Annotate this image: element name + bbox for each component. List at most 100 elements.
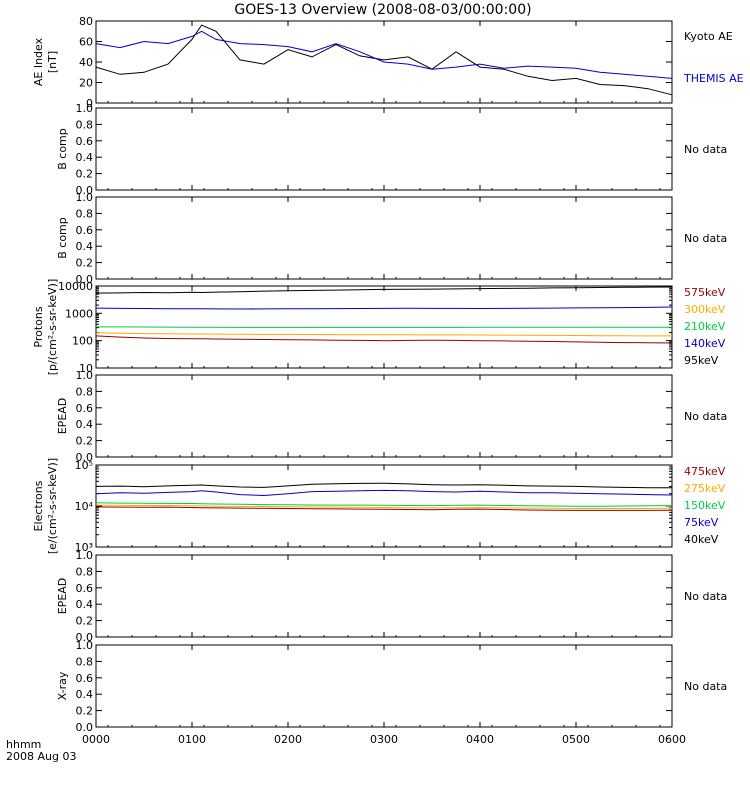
y-tick-label: 0.2	[76, 257, 94, 270]
no-data-label: No data	[684, 590, 727, 603]
panel-frame	[95, 196, 673, 280]
y-tick-label: 0.2	[76, 615, 94, 628]
series-line-150kev	[95, 502, 673, 507]
y-tick-label: 1.0	[76, 369, 94, 382]
y-tick-label: 0.2	[76, 168, 94, 181]
panel-electrons: 10³ 10⁴ 10⁵ Electrons [e/(cm²-s-sr-keV)] 475k…	[32, 458, 726, 554]
legend-label: 150keV	[684, 499, 726, 512]
y-tick-label: 0.4	[76, 598, 94, 611]
y-tick-label: 1.0	[76, 549, 94, 562]
y-tick-label: 0.0	[76, 184, 94, 197]
panel-epead2: 0.0 0.2 0.4 0.6 0.8 1.0 EPEAD No data	[56, 549, 727, 644]
x-axis: 0000 0100 0200 0300 0400 0500 0600	[82, 733, 686, 746]
y-tick-label: 0.6	[76, 402, 94, 415]
panel-frame	[95, 644, 673, 728]
y-tick-label: 1.0	[76, 102, 94, 115]
y-tick-label: 0	[86, 97, 93, 110]
y-tick-label: 1.0	[76, 191, 94, 204]
footer-date-label: 2008 Aug 03	[6, 750, 76, 763]
y-tick-label: 0.2	[76, 435, 94, 448]
x-tick-label: 0100	[178, 733, 206, 746]
series-line-140kev	[95, 306, 673, 310]
y-tick-label: 0.6	[76, 135, 94, 148]
y-tick-label: 10⁴	[75, 500, 94, 513]
y-tick-label: 0.8	[76, 118, 94, 131]
panels-group: 0 20 40 60 80 AE Index [nT] Kyoto AE THEMIS AE 0.…	[32, 15, 744, 734]
legend-label: 475keV	[684, 465, 726, 478]
legend-label: 210keV	[684, 320, 726, 333]
legend-label: 95keV	[684, 354, 719, 367]
legend-label: 40keV	[684, 533, 719, 546]
y-tick-label: 0.4	[76, 240, 94, 253]
y-tick-label: 0.0	[76, 273, 94, 286]
x-tick-label: 0400	[466, 733, 494, 746]
panel-bcomp1: 0.0 0.2 0.4 0.6 0.8 1.0 B comp No data	[56, 102, 727, 197]
y-tick-label: 0.6	[76, 672, 94, 685]
y-axis-label: B comp	[56, 128, 69, 170]
y-axis-label: Electrons	[32, 480, 45, 531]
legend-label: 275keV	[684, 482, 726, 495]
legend-label: Kyoto AE	[684, 30, 733, 43]
x-tick-label: 0300	[370, 733, 398, 746]
y-axis-label: EPEAD	[56, 578, 69, 615]
y-axis-label: EPEAD	[56, 398, 69, 435]
no-data-label: No data	[684, 410, 727, 423]
y-tick-label: 100	[72, 335, 93, 348]
panel-frame	[95, 374, 673, 458]
panel-frame	[95, 554, 673, 638]
y-tick-label: 10⁵	[75, 459, 93, 472]
legend-label: 140keV	[684, 337, 726, 350]
series-line-75kev	[95, 489, 673, 497]
y-tick-label: 20	[79, 77, 93, 90]
y-axis-label: [e/(cm²-s-sr-keV)]	[46, 458, 59, 554]
y-tick-label: 60	[79, 36, 93, 49]
x-tick-label: 0200	[274, 733, 302, 746]
y-tick-label: 0.4	[76, 151, 94, 164]
series-line-275kev	[95, 504, 673, 509]
y-tick-label: 80	[79, 15, 93, 28]
y-axis-label: B comp	[56, 217, 69, 259]
panel-ae: 0 20 40 60 80 AE Index [nT] Kyoto AE THEMIS AE	[32, 15, 744, 110]
panel-protons: 10 100 1000 10000 Protons [p/(cm²-s-sr-keV)] 5…	[32, 279, 726, 376]
y-tick-label: 0.6	[76, 582, 94, 595]
series-line-95kev	[95, 286, 673, 294]
y-axis-label: X-ray	[56, 671, 69, 700]
y-tick-label: 0.8	[76, 207, 94, 220]
y-tick-label: 10000	[58, 280, 93, 293]
y-tick-label: 0.2	[76, 705, 94, 718]
series-line-210kev	[96, 326, 672, 328]
y-axis-label: [nT]	[46, 51, 59, 73]
panel-xray: 0.0 0.2 0.4 0.6 0.8 1.0 X-ray No data	[56, 639, 727, 734]
y-axis-label: [p/(cm²-s-sr-keV)]	[46, 279, 59, 376]
y-tick-label: 0.4	[76, 688, 94, 701]
y-tick-label: 0.0	[76, 631, 94, 644]
series-line-300kev	[95, 332, 672, 337]
legend-label: 75keV	[684, 516, 719, 529]
y-axis-label: Protons	[32, 306, 45, 347]
x-tick-label: 0600	[658, 733, 686, 746]
legend-label: 300keV	[684, 303, 726, 316]
no-data-label: No data	[684, 143, 727, 156]
panel-frame	[95, 107, 673, 191]
panel-bcomp2: 0.0 0.2 0.4 0.6 0.8 1.0 B comp No data	[56, 191, 727, 286]
y-tick-label: 0.8	[76, 565, 94, 578]
y-tick-label: 0.4	[76, 418, 94, 431]
legend-label: THEMIS AE	[683, 72, 744, 85]
y-axis-label: AE Index	[32, 37, 45, 86]
y-tick-label: 0.6	[76, 224, 94, 237]
series-line-40kev	[95, 482, 672, 489]
series-line-575kev	[95, 335, 673, 344]
no-data-label: No data	[684, 680, 727, 693]
panel-epead1: 0.0 0.2 0.4 0.6 0.8 1.0 EPEAD No data	[56, 369, 727, 464]
no-data-label: No data	[684, 232, 727, 245]
footer-time-label: hhmm	[6, 738, 41, 751]
series-line-475kev	[95, 506, 673, 511]
series-line-themis-ae	[95, 30, 673, 79]
y-tick-label: 0.8	[76, 385, 94, 398]
y-tick-label: 10	[79, 362, 93, 375]
legend-label: 575keV	[684, 286, 726, 299]
y-tick-label: 1000	[65, 307, 93, 320]
series-line-kyoto-ae	[95, 24, 673, 96]
y-tick-label: 1.0	[76, 639, 94, 652]
